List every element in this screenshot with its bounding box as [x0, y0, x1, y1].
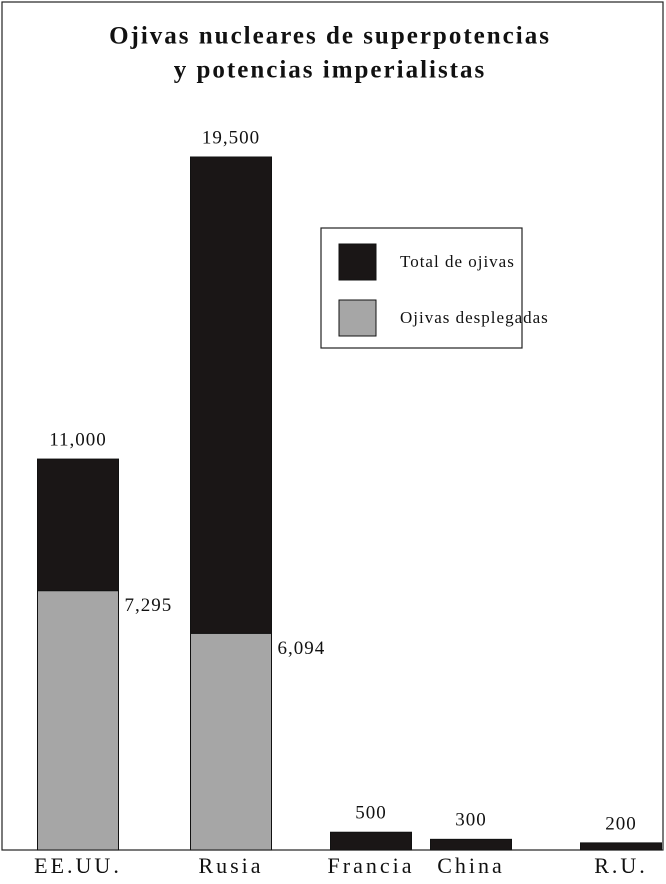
x-tick-label: EE.UU. — [34, 853, 122, 878]
bar — [430, 838, 512, 851]
bar — [190, 632, 272, 851]
data-label: 200 — [605, 813, 637, 834]
legend-label: Ojivas desplegadas — [400, 308, 549, 327]
data-label: 7,295 — [125, 595, 173, 616]
bar — [37, 590, 119, 851]
bar — [330, 831, 412, 851]
data-label: 6,094 — [278, 638, 326, 659]
x-tick-label: China — [437, 853, 505, 878]
bar — [580, 842, 662, 851]
chart-title: y potencias imperialistas — [174, 57, 487, 84]
legend-swatch — [338, 299, 377, 337]
data-label: 500 — [355, 803, 387, 824]
data-label: 19,500 — [202, 127, 260, 148]
data-label: 11,000 — [49, 429, 107, 450]
x-tick-label: R.U. — [594, 853, 648, 878]
chart-title: Ojivas nucleares de superpotencias — [109, 23, 551, 50]
data-label: 300 — [455, 810, 487, 831]
legend-swatch — [338, 243, 377, 281]
x-tick-label: Rusia — [198, 853, 263, 878]
x-tick-label: Francia — [328, 853, 415, 878]
legend-label: Total de ojivas — [400, 252, 515, 271]
